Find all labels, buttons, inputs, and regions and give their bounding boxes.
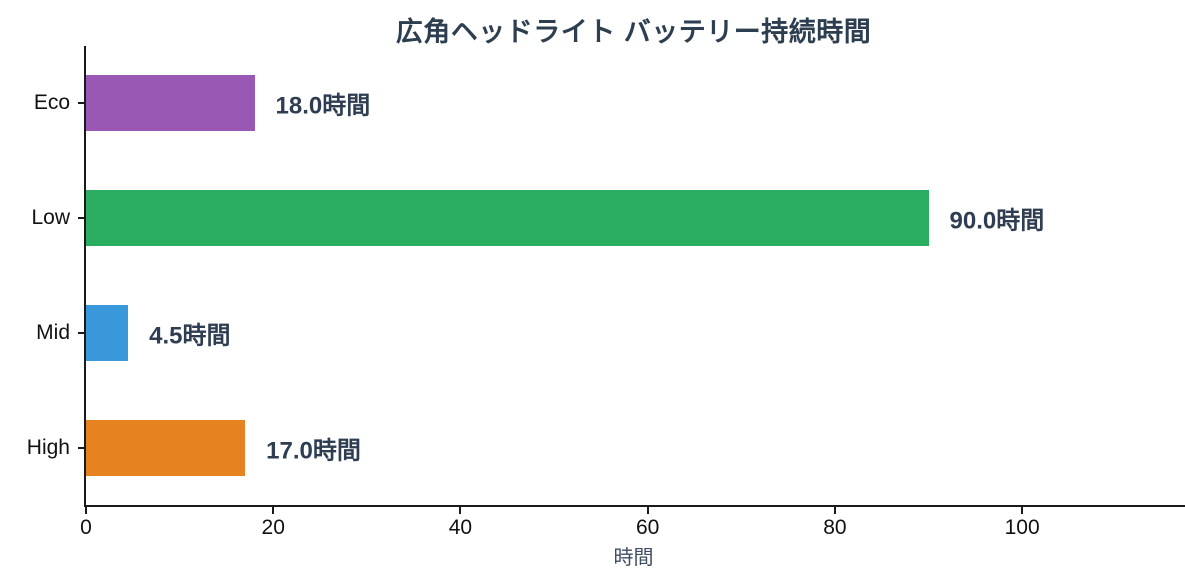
x-axis-tick: [833, 507, 836, 514]
y-axis-tick: [78, 331, 86, 334]
bar-row-high: High 17.0時間: [27, 390, 1185, 505]
y-axis-category-label: High: [26, 435, 70, 459]
chart-title: 広角ヘッドライト バッテリー持続時間: [395, 17, 872, 47]
bar-value-label-mid: 4.5時間: [149, 322, 231, 350]
x-axis-tick: [272, 507, 275, 514]
y-axis-tick: [78, 217, 86, 220]
plot-area: Eco 18.0時間 Low 90.0時間 Mid 4.5時間 High 17.…: [27, 46, 1185, 539]
y-axis-category-label: Low: [31, 206, 70, 230]
bar-row-mid: Mid 4.5時間: [36, 276, 1185, 391]
bar-row-low: Low 90.0時間: [31, 161, 1185, 276]
bar-value-label-high: 17.0時間: [266, 437, 361, 465]
x-axis-tick-label: 60: [635, 516, 660, 539]
y-axis-tick: [78, 102, 86, 105]
bar-mid: [86, 304, 129, 361]
x-axis-tick-label: 40: [448, 516, 473, 539]
bar-row-eco: Eco 18.0時間: [34, 46, 1185, 161]
x-axis-tick: [459, 507, 462, 514]
y-axis-category-label: Eco: [33, 91, 70, 115]
x-axis-tick: [1021, 507, 1024, 514]
x-axis-tick: [85, 507, 87, 514]
x-axis-tick: [646, 507, 649, 514]
y-axis-category-label: Mid: [36, 320, 70, 344]
x-axis-tick-label: 0: [80, 516, 92, 539]
x-axis-title: 時間: [613, 547, 654, 569]
bar-low: [86, 190, 929, 247]
y-axis-tick: [78, 446, 86, 449]
bar-high: [86, 419, 246, 476]
x-axis-tick-label: 100: [1004, 516, 1040, 539]
bar-value-label-eco: 18.0時間: [275, 92, 371, 120]
x-axis-tick-label: 20: [261, 516, 285, 539]
bar-eco: [86, 75, 255, 132]
x-axis-tick-label: 80: [823, 516, 847, 539]
bar-value-label-low: 90.0時間: [949, 207, 1045, 235]
